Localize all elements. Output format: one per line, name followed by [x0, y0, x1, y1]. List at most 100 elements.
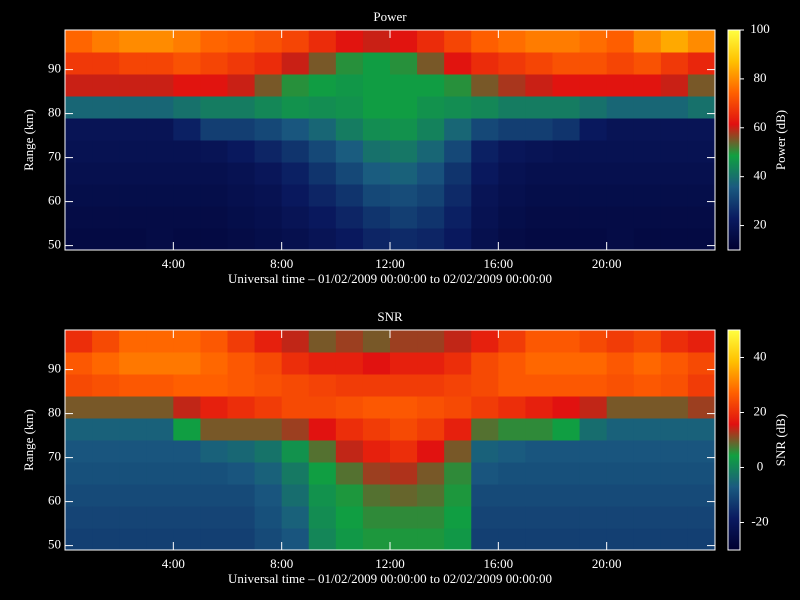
heatmap-cell: [65, 118, 93, 141]
heatmap-cell: [281, 52, 310, 75]
heatmap-cell: [498, 396, 526, 419]
heatmap-cell: [444, 506, 472, 529]
heatmap-cell: [417, 374, 445, 397]
heatmap-cell: [281, 140, 310, 163]
heatmap-cell: [119, 440, 147, 463]
heatmap-cell: [227, 52, 256, 75]
heatmap-cell: [687, 206, 716, 229]
heatmap-cell: [65, 352, 93, 375]
heatmap-cell: [146, 352, 174, 375]
heatmap-cell: [362, 330, 391, 353]
heatmap-cell: [579, 330, 608, 353]
heatmap-cell: [335, 162, 364, 185]
heatmap-cell: [660, 418, 689, 441]
heatmap-cell: [498, 330, 526, 353]
heatmap-cell: [200, 96, 228, 119]
heatmap-cell: [227, 506, 256, 529]
heatmap-cell: [579, 162, 608, 185]
heatmap-cell: [444, 374, 472, 397]
x-tick-label: 16:00: [484, 256, 514, 271]
heatmap-cell: [92, 96, 120, 119]
heatmap-cell: [552, 374, 581, 397]
heatmap-cell: [200, 184, 228, 207]
heatmap-cell: [552, 330, 581, 353]
heatmap-cell: [579, 118, 608, 141]
heatmap-cell: [146, 440, 174, 463]
heatmap-cell: [417, 484, 445, 507]
y-tick-label: 60: [48, 193, 61, 208]
colorbar-tick-label: 0: [757, 458, 764, 473]
colorbar-tick-label: 20: [754, 217, 767, 232]
heatmap-cell: [687, 440, 716, 463]
heatmap-cell: [606, 352, 635, 375]
heatmap-cell: [525, 462, 553, 485]
heatmap-cell: [335, 52, 364, 75]
heatmap-cell: [552, 506, 581, 529]
heatmap-cell: [200, 462, 228, 485]
heatmap-cell: [498, 228, 526, 251]
heatmap-cell: [633, 228, 662, 251]
heatmap-cell: [254, 30, 283, 53]
heatmap-cell: [525, 440, 553, 463]
heatmap-cell: [687, 506, 716, 529]
heatmap-cell: [335, 396, 364, 419]
heatmap-cell: [417, 528, 445, 551]
heatmap-cell: [308, 52, 337, 75]
heatmap-cell: [579, 206, 608, 229]
heatmap-cell: [92, 206, 120, 229]
heatmap-cell: [525, 30, 553, 53]
heatmap-cell: [660, 140, 689, 163]
heatmap-cell: [173, 352, 201, 375]
heatmap-cell: [146, 206, 174, 229]
heatmap-cell: [552, 440, 581, 463]
heatmap-cell: [390, 74, 418, 97]
heatmap-cell: [417, 440, 445, 463]
heatmap-cell: [471, 52, 499, 75]
heatmap-cell: [173, 184, 201, 207]
heatmap-cell: [92, 74, 120, 97]
heatmap-cell: [173, 462, 201, 485]
heatmap-cell: [119, 330, 147, 353]
heatmap-cell: [227, 330, 256, 353]
heatmap-cell: [200, 228, 228, 251]
y-axis-label: Range (km): [21, 409, 36, 471]
heatmap-cell: [173, 484, 201, 507]
heatmap-cell: [119, 30, 147, 53]
heatmap-cell: [362, 140, 391, 163]
heatmap-cell: [146, 52, 174, 75]
heatmap-cell: [471, 418, 499, 441]
colorbar-tick-label: 100: [750, 21, 770, 36]
heatmap-cell: [92, 330, 120, 353]
heatmap-cell: [335, 352, 364, 375]
heatmap-cell: [606, 140, 635, 163]
heatmap-cell: [498, 118, 526, 141]
heatmap-cell: [390, 352, 418, 375]
heatmap-cell: [687, 396, 716, 419]
heatmap-cell: [579, 352, 608, 375]
heatmap-cell: [227, 228, 256, 251]
heatmap-cell: [660, 118, 689, 141]
heatmap-cell: [92, 52, 120, 75]
heatmap-cell: [65, 74, 93, 97]
heatmap-cell: [660, 528, 689, 551]
heatmap-cell: [606, 462, 635, 485]
heatmap-cell: [498, 440, 526, 463]
heatmap-cell: [146, 396, 174, 419]
x-tick-label: 12:00: [375, 556, 405, 571]
heatmap-cell: [498, 96, 526, 119]
heatmap-cell: [308, 506, 337, 529]
heatmap-cell: [146, 118, 174, 141]
heatmap-cell: [444, 118, 472, 141]
heatmap-cell: [281, 374, 310, 397]
heatmap-cell: [498, 162, 526, 185]
heatmap-cell: [525, 374, 553, 397]
heatmap-cell: [362, 30, 391, 53]
heatmap-cell: [362, 52, 391, 75]
heatmap-cell: [281, 462, 310, 485]
heatmap-cell: [444, 140, 472, 163]
heatmap-cell: [687, 418, 716, 441]
heatmap-cell: [254, 74, 283, 97]
x-tick-label: 20:00: [592, 556, 622, 571]
heatmap-cell: [552, 484, 581, 507]
